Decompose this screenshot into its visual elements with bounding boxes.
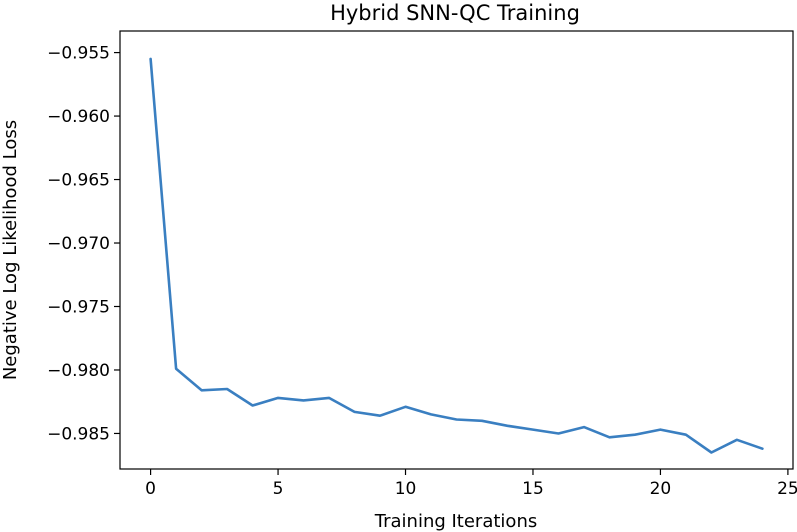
chart-title: Hybrid SNN-QC Training: [330, 1, 580, 25]
x-axis: 0 5 10 15 20 25: [145, 469, 797, 499]
y-axis: −0.955 −0.960 −0.965 −0.970 −0.975 −0.980 −0.9…: [47, 44, 120, 444]
y-tick-label: −0.975: [47, 297, 110, 317]
y-tick-label: −0.965: [47, 171, 110, 191]
y-tick-label: −0.985: [47, 424, 110, 444]
x-tick-label: 25: [777, 479, 797, 499]
y-axis-label: Negative Log Likelihood Loss: [0, 120, 21, 380]
x-tick-label: 20: [650, 479, 672, 499]
y-tick-label: −0.970: [47, 234, 110, 254]
x-tick-label: 10: [395, 479, 417, 499]
plot-frame: [119, 30, 794, 470]
series-line: [149, 57, 764, 454]
x-tick-label: 15: [522, 479, 544, 499]
x-tick-label: 5: [273, 479, 284, 499]
y-tick-label: −0.955: [47, 44, 110, 64]
plot-area: [149, 57, 764, 454]
x-axis-label: Training Iterations: [374, 511, 537, 532]
x-tick-label: 0: [145, 479, 156, 499]
y-tick-label: −0.960: [47, 107, 110, 127]
y-tick-label: −0.980: [47, 361, 110, 381]
